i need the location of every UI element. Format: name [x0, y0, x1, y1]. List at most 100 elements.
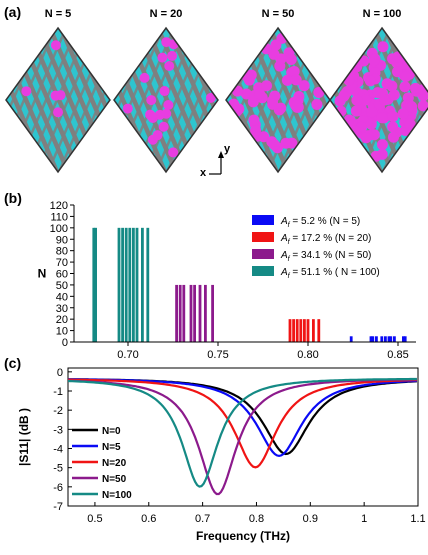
y-tick-label: 60: [56, 269, 68, 281]
x-tick-label: 0.7: [195, 513, 210, 525]
y-tick-label: 50: [56, 280, 68, 292]
defect-dot: [146, 111, 157, 122]
panel-b-label: (b): [4, 190, 22, 206]
stem-bar: [128, 227, 132, 342]
stem-bar: [124, 227, 128, 342]
defect-dot: [122, 103, 133, 114]
stem-bar: [182, 284, 186, 342]
stem-bar: [380, 336, 384, 342]
defect-dot: [158, 121, 169, 132]
stem-bar: [132, 227, 135, 342]
defect-dot: [379, 94, 391, 106]
y-axis-title: |S11| (dB ): [17, 408, 31, 466]
panel-c-chart: 0 -1 -2 -3 -4 -5 -6 -7 0.5 0.6 0.7 0.8 0.9 1 1.1 Freque…: [17, 367, 426, 543]
y-tick-label: 30: [56, 303, 68, 315]
defect-dot: [159, 86, 170, 97]
unit-cell-title: N = 100: [363, 8, 402, 20]
defect-dot: [50, 90, 61, 101]
legend-label: Af = 17.2 % (N = 20): [280, 233, 371, 246]
defect-dot: [164, 61, 175, 72]
unit-cell-title: N = 5: [45, 8, 72, 20]
defect-dot: [376, 112, 388, 124]
unit-cell-outline: [225, 26, 331, 174]
stem-bar: [175, 284, 178, 342]
y-tick-label: 120: [50, 200, 68, 212]
defect-dot: [387, 110, 399, 122]
defect-dot: [231, 85, 243, 97]
legend-swatch: [252, 215, 274, 225]
legend-swatch: [252, 249, 274, 259]
defect-dot: [261, 80, 273, 92]
stem-bar: [292, 319, 295, 342]
y-tick-label: 20: [56, 314, 68, 326]
y-tick-label: 40: [56, 291, 68, 303]
y-tick-label: 10: [56, 326, 68, 338]
legend-label: Af = 34.1 % (N = 50): [280, 250, 371, 263]
y-tick-label: 90: [56, 234, 68, 246]
defect-dot: [360, 94, 372, 106]
defect-dot: [168, 147, 179, 158]
defect-dot: [364, 75, 376, 87]
metal-stripe: [0, 28, 2, 172]
stem-bar: [393, 336, 396, 342]
stem-bar: [146, 227, 150, 342]
defect-dot: [139, 72, 150, 83]
defect-dot: [161, 37, 172, 48]
defect-dot: [281, 74, 293, 86]
y-tick-label: 100: [50, 223, 68, 235]
x-tick-label: 0.70: [117, 349, 138, 361]
defect-dot: [351, 94, 363, 106]
defect-dot: [267, 98, 279, 110]
defect-dot: [290, 74, 302, 86]
defect-dot: [161, 108, 172, 119]
legend-label: N=100: [102, 490, 132, 501]
stem-bar: [375, 336, 378, 342]
defect-dot: [399, 81, 411, 93]
x-tick-label: 0.5: [87, 513, 102, 525]
y-tick-label: 0: [57, 367, 63, 379]
defect-dot: [250, 124, 262, 136]
stem-bar: [403, 336, 407, 342]
defect-dot: [377, 41, 389, 53]
unit-cell-outline: [113, 26, 219, 174]
defect-dot: [387, 121, 399, 133]
y-tick-label: -7: [53, 501, 63, 513]
stem-bar: [94, 227, 97, 342]
stem-bar: [317, 319, 321, 342]
stem-bar: [371, 336, 375, 342]
defect-dot: [392, 51, 404, 63]
stem-bar: [303, 319, 306, 342]
x-tick-label: 1: [361, 513, 367, 525]
x-tick-label: 0.8: [249, 513, 264, 525]
x-tick-label: 0.85: [387, 349, 408, 361]
stem-bar: [387, 336, 391, 342]
defect-dot: [268, 139, 280, 151]
legend-label: Af = 5.2 % (N = 5): [280, 216, 360, 229]
legend-label: N=20: [102, 458, 127, 469]
defect-dot: [311, 99, 323, 111]
legend-label: N=5: [102, 442, 121, 453]
legend-label: Af = 51.1 % ( N = 100): [280, 267, 380, 280]
y-axis-title: N: [38, 267, 47, 281]
stem-bar: [306, 319, 310, 342]
stem-bar: [92, 227, 96, 342]
defect-dot: [397, 108, 409, 120]
x-axis-title: Frequency (THz): [196, 529, 290, 543]
x-tick-label: 0.80: [297, 349, 318, 361]
defect-dot: [392, 66, 404, 78]
defect-dot: [370, 150, 382, 162]
axis-x-letter: x: [200, 167, 207, 179]
stem-bar: [369, 336, 373, 342]
defect-dot: [285, 53, 297, 65]
y-tick-label: -3: [53, 424, 63, 436]
panel-a-label: (a): [4, 4, 21, 20]
y-tick-label: -2: [53, 405, 63, 417]
defect-dot: [417, 100, 428, 112]
defect-dot: [360, 132, 372, 144]
defect-dot: [50, 40, 61, 51]
defect-dot: [388, 89, 400, 101]
stem-bar: [193, 284, 196, 342]
defect-dot: [53, 107, 64, 118]
defect-dot: [404, 118, 416, 130]
